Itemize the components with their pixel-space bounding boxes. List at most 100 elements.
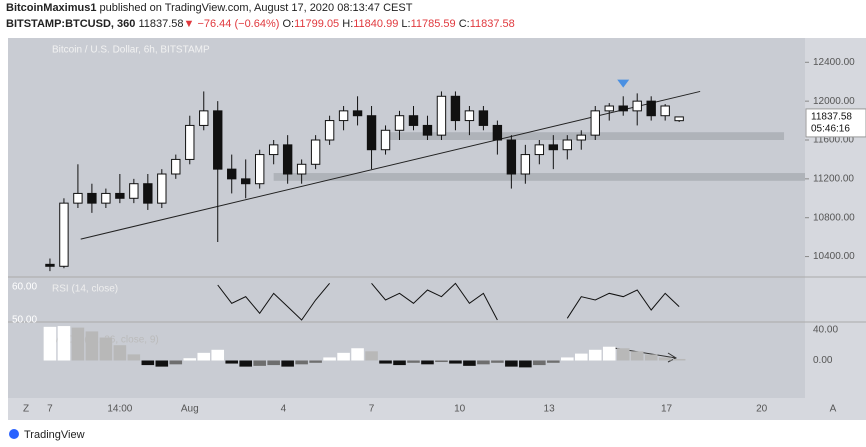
l-label: L:	[401, 18, 411, 30]
x-tick-label: 20	[756, 404, 768, 415]
zone	[273, 173, 806, 181]
macd-bar	[672, 358, 686, 361]
candle-body	[618, 105, 628, 112]
zoom-button[interactable]: Z	[23, 404, 29, 415]
candle-body	[296, 163, 307, 175]
macd-bar	[574, 353, 588, 361]
macd-bar	[491, 360, 504, 363]
candle-body	[576, 134, 586, 141]
candle-body	[366, 115, 377, 151]
logo-icon	[9, 429, 19, 439]
macd-bar	[644, 354, 658, 361]
candle-body	[520, 154, 531, 175]
macd-bar	[588, 349, 602, 361]
candle-body	[632, 100, 642, 112]
auto-button[interactable]: A	[830, 404, 837, 415]
last-price: 11837.58	[138, 18, 184, 30]
candle-body	[115, 192, 125, 199]
candle-body	[492, 124, 503, 141]
down-arrow: ▼	[183, 18, 195, 30]
candle-body	[213, 110, 223, 170]
candle-body	[157, 173, 167, 204]
candle-body	[506, 139, 517, 175]
marker	[617, 79, 630, 88]
candle-body	[604, 105, 614, 112]
candle-body	[660, 105, 670, 117]
x-tick-label: 4	[281, 404, 287, 415]
macd-bar	[71, 327, 85, 361]
candle-body	[674, 116, 684, 122]
macd-bar	[533, 360, 546, 366]
macd-bar	[421, 360, 434, 365]
macd-bar	[239, 360, 252, 367]
author: BitcoinMaximus1	[6, 2, 97, 14]
countdown: 05:46:16	[811, 124, 850, 135]
candle-body	[227, 168, 237, 180]
macd-bar	[169, 360, 183, 365]
rsi-line	[217, 282, 680, 321]
macd-bar	[43, 326, 57, 361]
candle-body	[352, 110, 363, 117]
macd-bar	[519, 360, 532, 368]
candle-body	[590, 110, 600, 136]
macd-tick-label: 0.00	[813, 355, 833, 366]
macd-bar	[85, 331, 99, 361]
macd-bar	[351, 348, 364, 361]
macd-bar	[505, 360, 518, 367]
brand: TradingView	[24, 429, 85, 441]
macd-bar	[267, 360, 280, 366]
macd-bar	[393, 360, 406, 366]
o-value: 11799.05	[294, 18, 340, 30]
macd-bar	[127, 354, 141, 361]
macd-bar	[407, 360, 420, 363]
candle-body	[646, 100, 656, 117]
candle-body	[380, 129, 391, 151]
macd-bar	[463, 360, 476, 366]
published: published on TradingView.com, August 17,…	[99, 2, 413, 14]
y-tick-label: 10800.00	[813, 212, 855, 223]
candle-body	[185, 124, 195, 160]
candle-body	[478, 110, 489, 126]
macd-bar	[561, 357, 574, 361]
macd-bar	[211, 349, 225, 361]
rsi-name: RSI (14, close)	[52, 284, 118, 295]
macd-bar	[379, 360, 392, 364]
macd-bar	[113, 345, 127, 361]
x-tick-label: 10	[454, 404, 466, 415]
x-tick-label: 7	[369, 404, 375, 415]
y-tick-label: 12400.00	[813, 57, 855, 68]
symbol: BITSTAMP:BTCUSD, 360	[6, 18, 136, 30]
price-tag-value: 11837.58	[811, 112, 852, 123]
macd-bar	[337, 352, 350, 361]
candle-body	[101, 192, 111, 204]
candle-body	[143, 183, 153, 204]
macd-bar	[323, 357, 336, 361]
candle-body	[241, 178, 251, 185]
macd-bar	[57, 326, 71, 361]
macd-bar	[155, 360, 169, 367]
candle-body	[408, 115, 419, 126]
o-label: O:	[282, 18, 295, 30]
candle-body	[394, 115, 405, 131]
chart-title: Bitcoin / U.S. Dollar, 6h, BITSTAMP	[52, 45, 210, 56]
macd-bar	[309, 360, 322, 363]
candle-body	[422, 124, 433, 136]
y-tick-label: 11200.00	[813, 173, 854, 184]
macd-bar	[295, 360, 308, 365]
rsi-tick-label: 50.00	[12, 315, 37, 326]
macd-bar	[602, 346, 616, 361]
h-value: 11840.99	[353, 18, 399, 30]
candle-body	[310, 139, 321, 165]
c-label: C:	[458, 18, 470, 30]
macd-bar	[616, 348, 630, 361]
x-axis-bg	[8, 398, 866, 420]
candle-body	[282, 144, 293, 175]
candle-body	[73, 192, 83, 204]
candle-body	[129, 183, 139, 199]
candle-body	[268, 144, 279, 156]
x-tick-label: 7	[47, 404, 53, 415]
macd-bar	[197, 352, 211, 361]
x-tick-label: Aug	[181, 404, 199, 415]
